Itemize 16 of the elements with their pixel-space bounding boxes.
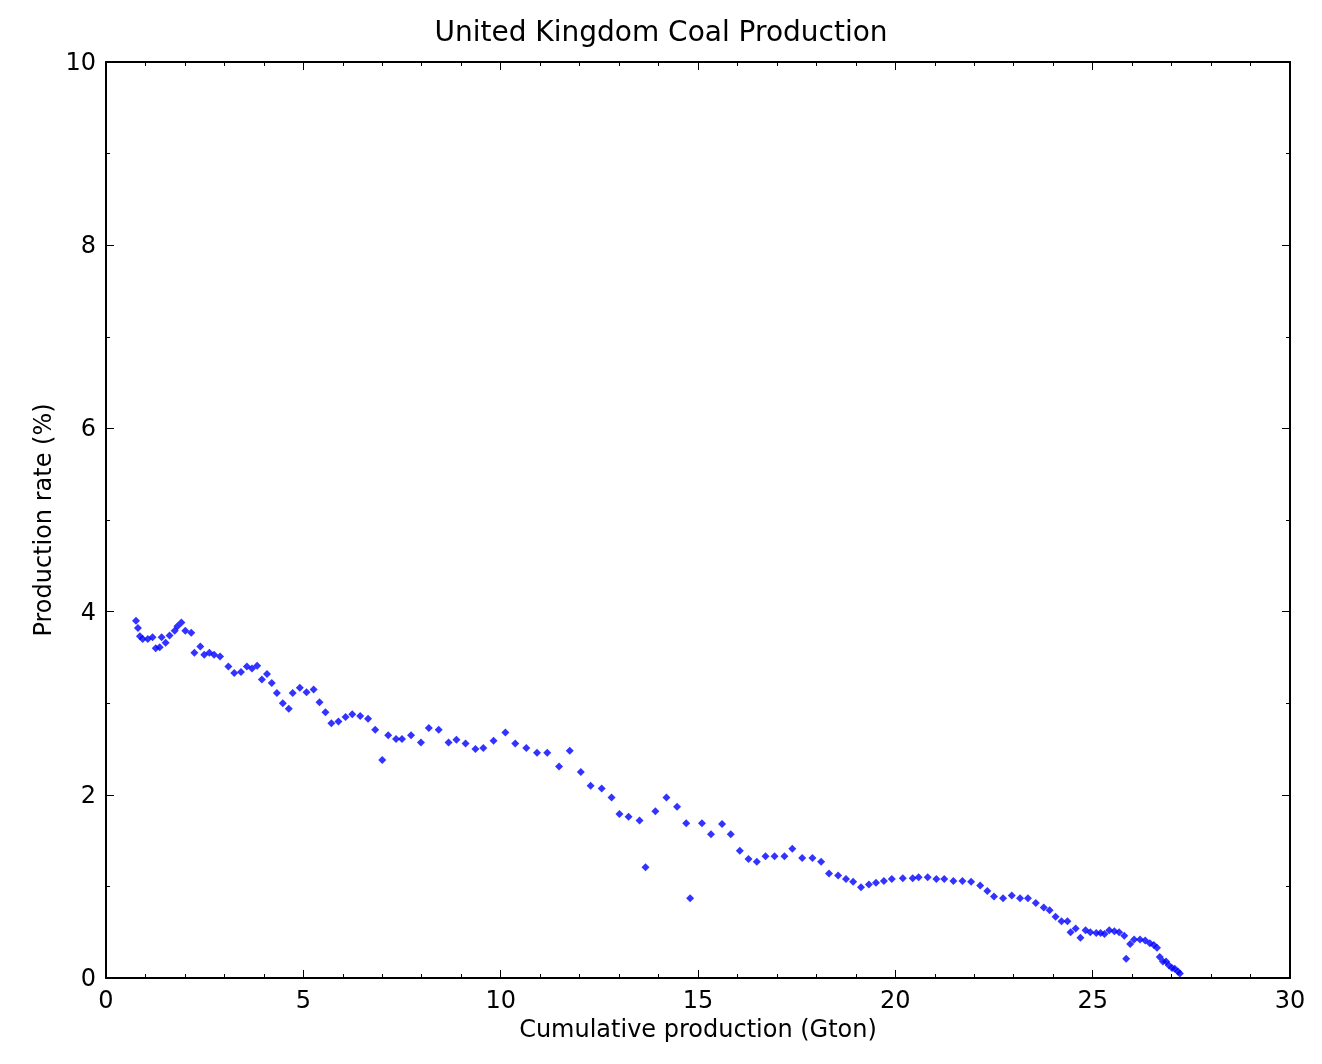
y-tick-label: 8 <box>80 231 96 260</box>
y-tick-label: 2 <box>80 780 96 809</box>
x-tick-label: 15 <box>682 986 714 1014</box>
y-tick-label: 10 <box>65 48 96 76</box>
chart-title: United Kingdom Coal Production <box>434 14 888 48</box>
y-axis-title: Production rate (%) <box>28 403 57 637</box>
y-tick-label: 0 <box>80 964 96 992</box>
x-tick-label: 30 <box>1274 986 1306 1014</box>
y-tick-label: 4 <box>80 597 96 626</box>
x-axis-title: Cumulative production (Gton) <box>519 1014 877 1043</box>
x-tick-label: 25 <box>1077 986 1108 1014</box>
x-tick-label: 5 <box>295 986 311 1014</box>
x-tick-label: 0 <box>98 986 114 1014</box>
x-tick-label: 10 <box>485 986 516 1014</box>
x-tick-label: 20 <box>880 986 911 1014</box>
y-tick-label: 6 <box>80 414 96 443</box>
